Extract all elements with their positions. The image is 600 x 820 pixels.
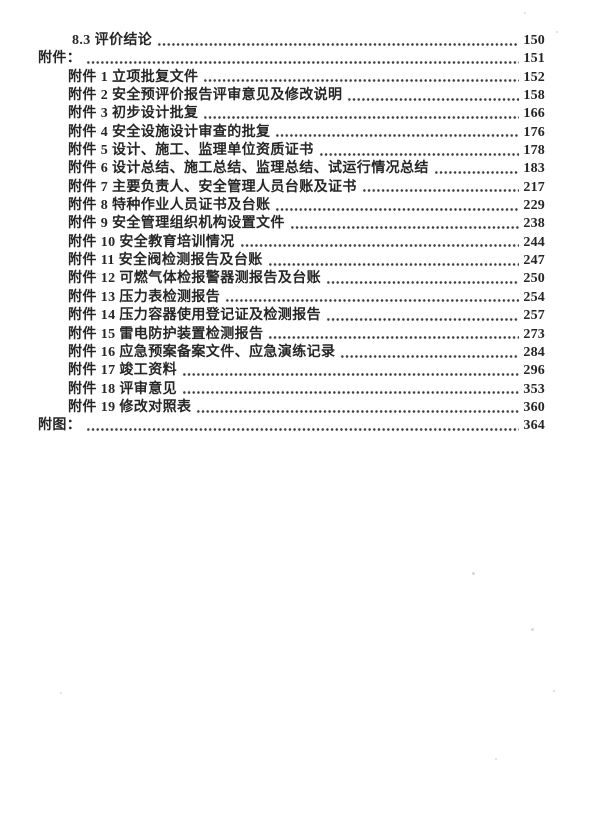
toc-row: 附件 9 安全管理组织机构设置文件 238 <box>38 212 545 232</box>
toc-entry-label: 附图： <box>38 418 82 434</box>
dotted-leader <box>361 182 519 195</box>
scan-speck <box>60 692 62 694</box>
toc-page-number: 183 <box>523 161 545 177</box>
dotted-leader <box>268 328 519 341</box>
scan-speck <box>495 758 497 760</box>
toc-row: 附件： 151 <box>38 47 545 67</box>
dotted-leader <box>203 108 519 121</box>
scan-speck <box>524 12 526 14</box>
dotted-leader <box>86 420 519 433</box>
toc-page-number: 353 <box>523 381 545 397</box>
toc-page-number: 158 <box>523 88 545 104</box>
toc-row: 附件 3 初步设计批复 166 <box>38 102 545 122</box>
toc-row: 附件 7 主要负责人、安全管理人员台账及证书 217 <box>38 176 545 195</box>
toc-page-number: 250 <box>523 271 545 287</box>
toc-entry-label: 附件 4 安全设施设计审查的批复 <box>68 124 271 140</box>
toc-row: 附件 16 应急预案备案文件、应急演练记录 284 <box>38 341 545 360</box>
dotted-leader <box>433 163 519 176</box>
toc-row: 附件 13 压力表检测报告 254 <box>38 286 545 305</box>
dotted-leader <box>340 347 519 360</box>
toc-entry-label: 附件 7 主要负责人、安全管理人员台账及证书 <box>68 179 357 195</box>
toc-row: 8.3 评价结论 150 <box>38 29 545 48</box>
toc-row: 附件 15 雷电防护装置检测报告 273 <box>38 323 545 342</box>
toc-row: 附件 6 设计总结、施工总结、监理总结、试运行情况总结 183 <box>38 157 545 177</box>
dotted-leader <box>326 310 519 323</box>
dotted-leader <box>196 402 519 415</box>
dotted-leader <box>239 237 519 250</box>
toc-row: 附件 14 压力容器使用登记证及检测报告 257 <box>38 304 545 324</box>
toc-entry-label: 附件 16 应急预案备案文件、应急演练记录 <box>68 344 336 360</box>
toc-entry-label: 附件 10 安全教育培训情况 <box>68 234 235 250</box>
toc-page-number: 247 <box>523 253 545 269</box>
toc-page-number: 364 <box>523 418 545 434</box>
dotted-leader <box>157 35 519 48</box>
dotted-leader <box>86 53 519 66</box>
toc-row: 附件 5 设计、施工、监理单位资质证书 178 <box>38 139 545 159</box>
scan-speck <box>472 572 475 575</box>
toc-page-number: 151 <box>523 51 545 67</box>
toc-entry-label: 附件 17 竣工资料 <box>68 363 177 379</box>
toc-page-number: 176 <box>523 124 545 140</box>
toc-page-number: 360 <box>523 399 545 415</box>
toc-entry-label: 附件： <box>38 51 82 67</box>
toc-page-number: 296 <box>523 363 545 379</box>
toc-page-number: 217 <box>523 179 545 195</box>
toc-entry-label: 附件 13 压力表检测报告 <box>68 289 221 305</box>
toc-row: 附件 11 安全阀检测报告及台账 247 <box>38 249 545 269</box>
toc-row: 附件 8 特种作业人员证书及台账 229 <box>38 194 545 214</box>
toc-entry-label: 附件 8 特种作业人员证书及台账 <box>68 198 271 214</box>
toc-row: 附件 12 可燃气体检报警器测报告及台账 250 <box>38 267 545 287</box>
dotted-leader <box>275 127 519 140</box>
toc-row: 附件 19 修改对照表 360 <box>38 396 545 415</box>
toc-entry-label: 附件 6 设计总结、施工总结、监理总结、试运行情况总结 <box>68 161 429 177</box>
toc-page-number: 273 <box>523 326 545 342</box>
toc-page-number: 244 <box>523 234 545 250</box>
toc-page-number: 166 <box>523 106 545 122</box>
toc-entry-label: 附件 5 设计、施工、监理单位资质证书 <box>68 143 314 159</box>
toc-entry-label: 8.3 评价结论 <box>72 33 153 48</box>
scan-speck <box>553 690 555 692</box>
toc-row: 附图： 364 <box>38 414 545 434</box>
dotted-leader <box>326 273 519 286</box>
dotted-leader <box>275 200 519 213</box>
dotted-leader <box>225 292 519 305</box>
dotted-leader <box>289 218 519 231</box>
toc-page-number: 254 <box>523 289 545 305</box>
toc-entry-label: 附件 12 可燃气体检报警器测报告及台账 <box>68 271 321 287</box>
toc-row: 附件 17 竣工资料 296 <box>38 359 545 379</box>
toc-page-number: 229 <box>523 198 545 214</box>
scan-speck <box>531 628 534 631</box>
scan-speck <box>556 31 558 33</box>
toc-entry-label: 附件 14 压力容器使用登记证及检测报告 <box>68 308 321 324</box>
toc-entry-label: 附件 3 初步设计批复 <box>68 106 199 122</box>
toc-row: 附件 2 安全预评价报告评审意见及修改说明 158 <box>38 84 545 104</box>
toc-entry-label: 附件 2 安全预评价报告评审意见及修改说明 <box>68 88 343 104</box>
dotted-leader <box>182 365 519 378</box>
dotted-leader <box>267 255 519 268</box>
toc-row: 附件 18 评审意见 353 <box>38 378 545 397</box>
toc-row: 附件 1 立项批复文件 152 <box>38 66 545 85</box>
toc-page-number: 284 <box>523 344 545 360</box>
dotted-leader <box>203 72 519 85</box>
toc-list: 8.3 评价结论 150 附件： 151 附件 1 立项批复文件 152 附件 … <box>38 29 545 433</box>
toc-entry-label: 附件 11 安全阀检测报告及台账 <box>68 253 263 269</box>
toc-entry-label: 附件 9 安全管理组织机构设置文件 <box>68 216 285 232</box>
toc-entry-label: 附件 19 修改对照表 <box>68 399 192 415</box>
toc-entry-label: 附件 1 立项批复文件 <box>68 69 199 85</box>
toc-entry-label: 附件 18 评审意见 <box>68 381 177 397</box>
toc-page-number: 257 <box>523 308 545 324</box>
dotted-leader <box>318 145 519 158</box>
dotted-leader <box>182 383 519 396</box>
toc-page-number: 178 <box>523 143 545 159</box>
toc-page-number: 152 <box>523 69 545 85</box>
dotted-leader <box>347 90 519 103</box>
toc-page-number: 238 <box>523 216 545 232</box>
toc-entry-label: 附件 15 雷电防护装置检测报告 <box>68 326 264 342</box>
toc-row: 附件 4 安全设施设计审查的批复 176 <box>38 121 545 140</box>
toc-row: 附件 10 安全教育培训情况 244 <box>38 231 545 250</box>
toc-page-number: 150 <box>523 33 545 48</box>
